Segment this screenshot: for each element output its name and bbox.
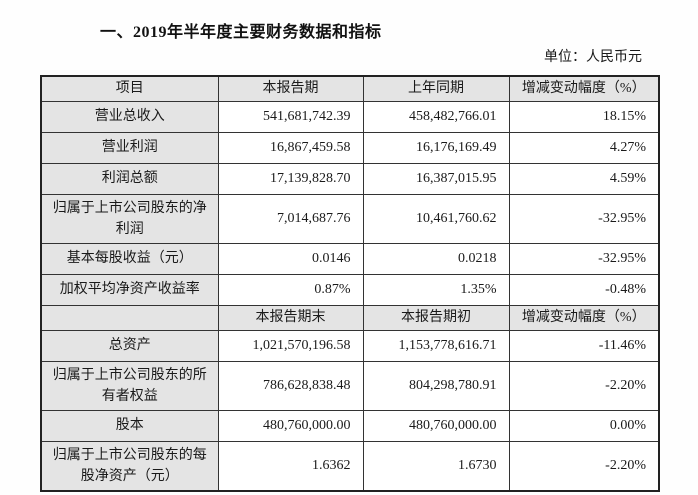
- column-header-change: 增减变动幅度（%）: [508, 304, 660, 331]
- balance-section: 本报告期末 本报告期初 增减变动幅度（%） 总资产 1,021,570,196.…: [40, 304, 660, 491]
- item-cell: 归属于上市公司股东的每股净资产（元）: [40, 440, 219, 491]
- column-header-prior-period: 上年同期: [362, 75, 510, 102]
- item-cell: 归属于上市公司股东的所有者权益: [40, 360, 219, 411]
- table-row: 基本每股收益（元） 0.0146 0.0218 -32.95%: [40, 242, 660, 275]
- column-header-current-period: 本报告期: [217, 75, 364, 102]
- item-cell: 基本每股收益（元）: [40, 242, 219, 275]
- change-value-cell: -2.20%: [508, 440, 660, 491]
- prior-value-cell: 16,387,015.95: [362, 162, 510, 195]
- table-row: 利润总额 17,139,828.70 16,387,015.95 4.59%: [40, 162, 660, 195]
- current-value-cell: 480,760,000.00: [217, 409, 364, 442]
- column-header-period-begin: 本报告期初: [362, 304, 510, 331]
- item-cell: 营业总收入: [40, 100, 219, 133]
- prior-value-cell: 1.6730: [362, 440, 510, 491]
- current-value-cell: 7,014,687.76: [217, 193, 364, 244]
- prior-value-cell: 1.35%: [362, 273, 510, 306]
- prior-value-cell: 0.0218: [362, 242, 510, 275]
- change-value-cell: -0.48%: [508, 273, 660, 306]
- table-row: 加权平均净资产收益率 0.87% 1.35% -0.48%: [40, 273, 660, 306]
- prior-value-cell: 10,461,760.62: [362, 193, 510, 244]
- prior-value-cell: 458,482,766.01: [362, 100, 510, 133]
- column-header-item: 项目: [40, 75, 219, 102]
- prior-value-cell: 480,760,000.00: [362, 409, 510, 442]
- current-value-cell: 0.0146: [217, 242, 364, 275]
- current-value-cell: 1,021,570,196.58: [217, 329, 364, 362]
- item-cell: 股本: [40, 409, 219, 442]
- item-cell: 加权平均净资产收益率: [40, 273, 219, 306]
- table-row: 归属于上市公司股东的每股净资产（元） 1.6362 1.6730 -2.20%: [40, 440, 660, 491]
- table-header-row: 项目 本报告期 上年同期 增减变动幅度（%）: [40, 75, 660, 102]
- table-header-row: 本报告期末 本报告期初 增减变动幅度（%）: [40, 304, 660, 331]
- section-title: 一、2019年半年度主要财务数据和指标: [100, 24, 382, 41]
- column-header-item: [40, 304, 219, 331]
- column-header-change: 增减变动幅度（%）: [508, 75, 660, 102]
- current-value-cell: 17,139,828.70: [217, 162, 364, 195]
- item-cell: 归属于上市公司股东的净利润: [40, 193, 219, 244]
- item-cell: 总资产: [40, 329, 219, 362]
- change-value-cell: -32.95%: [508, 193, 660, 244]
- change-value-cell: -32.95%: [508, 242, 660, 275]
- current-value-cell: 0.87%: [217, 273, 364, 306]
- prior-value-cell: 16,176,169.49: [362, 131, 510, 164]
- current-value-cell: 16,867,459.58: [217, 131, 364, 164]
- table-row: 营业利润 16,867,459.58 16,176,169.49 4.27%: [40, 131, 660, 164]
- change-value-cell: -11.46%: [508, 329, 660, 362]
- change-value-cell: 4.59%: [508, 162, 660, 195]
- table-row: 归属于上市公司股东的净利润 7,014,687.76 10,461,760.62…: [40, 193, 660, 244]
- item-cell: 营业利润: [40, 131, 219, 164]
- current-value-cell: 541,681,742.39: [217, 100, 364, 133]
- table-row: 归属于上市公司股东的所有者权益 786,628,838.48 804,298,7…: [40, 360, 660, 411]
- prior-value-cell: 804,298,780.91: [362, 360, 510, 411]
- table-row: 股本 480,760,000.00 480,760,000.00 0.00%: [40, 409, 660, 442]
- current-value-cell: 786,628,838.48: [217, 360, 364, 411]
- change-value-cell: 18.15%: [508, 100, 660, 133]
- currency-unit-label: 单位：人民币元: [544, 50, 642, 65]
- change-value-cell: -2.20%: [508, 360, 660, 411]
- change-value-cell: 0.00%: [508, 409, 660, 442]
- financial-data-table: 项目 本报告期 上年同期 增减变动幅度（%） 营业总收入 541,681,742…: [40, 75, 660, 492]
- table-row: 总资产 1,021,570,196.58 1,153,778,616.71 -1…: [40, 329, 660, 362]
- report-content: 单位：人民币元 项目 本报告期 上年同期 增减变动幅度（%） 营业总收入 541…: [40, 48, 660, 495]
- table-row: 营业总收入 541,681,742.39 458,482,766.01 18.1…: [40, 100, 660, 133]
- column-header-period-end: 本报告期末: [217, 304, 364, 331]
- income-section: 项目 本报告期 上年同期 增减变动幅度（%） 营业总收入 541,681,742…: [40, 75, 660, 306]
- change-value-cell: 4.27%: [508, 131, 660, 164]
- item-cell: 利润总额: [40, 162, 219, 195]
- prior-value-cell: 1,153,778,616.71: [362, 329, 510, 362]
- current-value-cell: 1.6362: [217, 440, 364, 491]
